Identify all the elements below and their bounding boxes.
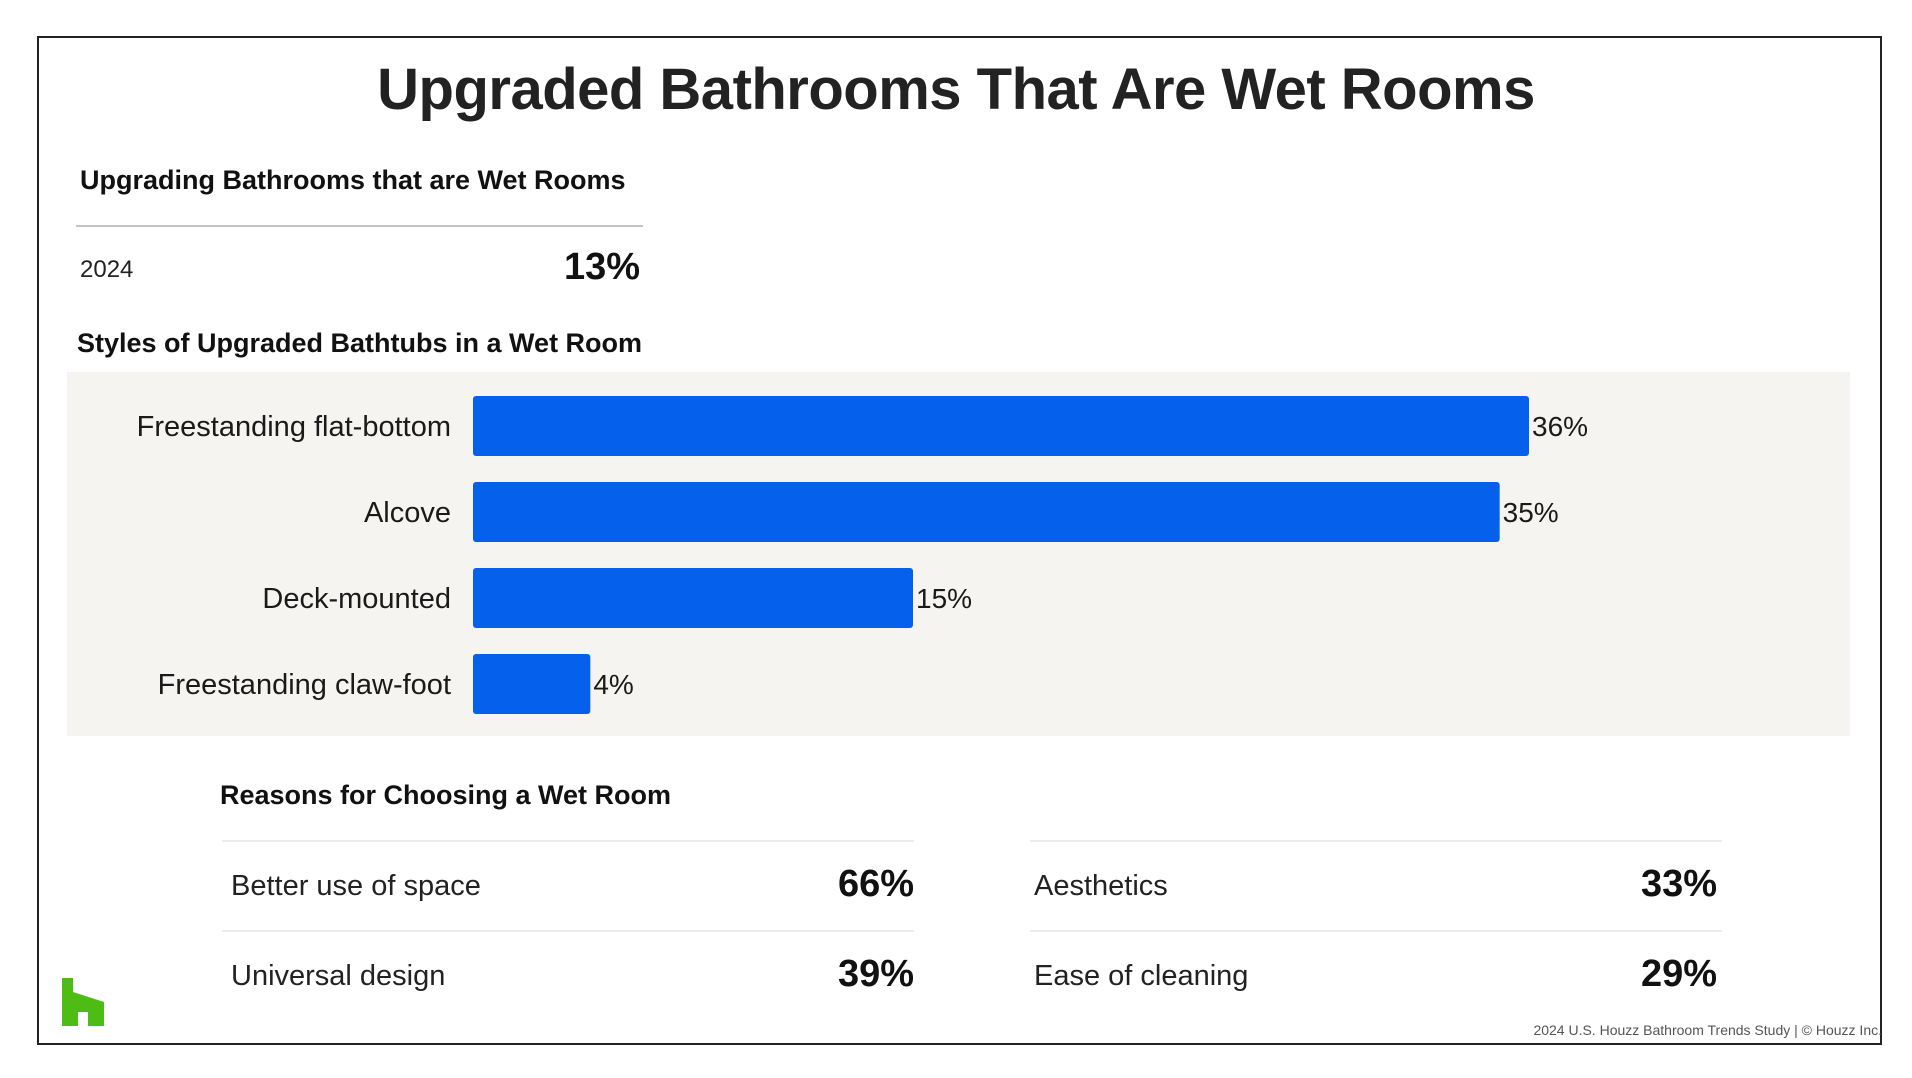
wet-rooms-divider — [76, 225, 643, 227]
bar — [473, 654, 591, 714]
data-label: 36% — [1532, 411, 1588, 442]
reasons-divider — [1030, 840, 1722, 842]
reason-value: 39% — [837, 953, 914, 995]
data-label: 35% — [1503, 497, 1559, 528]
category-label: Freestanding claw-foot — [158, 669, 451, 701]
wet-rooms-value: 13% — [563, 246, 640, 288]
reasons-divider — [222, 930, 914, 932]
category-label: Deck-mounted — [262, 583, 451, 615]
bar — [473, 568, 913, 628]
bar — [473, 482, 1500, 542]
footer-credit: 2024 U.S. Houzz Bathroom Trends Study | … — [1533, 1022, 1882, 1038]
bar — [473, 396, 1529, 456]
reason-value: 66% — [837, 863, 914, 905]
data-label: 15% — [916, 583, 972, 614]
data-label: 4% — [593, 669, 633, 700]
chart-frame — [37, 36, 1882, 1045]
reason-label: Ease of cleaning — [1034, 960, 1249, 992]
wet-rooms-year: 2024 — [80, 256, 134, 283]
reason-label: Aesthetics — [1034, 870, 1168, 902]
category-label: Alcove — [364, 497, 451, 529]
houzz-logo-icon — [62, 978, 104, 1026]
chart-title: Styles of Upgraded Bathtubs in a Wet Roo… — [77, 328, 643, 358]
bathtub-styles-chart: Freestanding flat-bottom 36% Alcove 35% Deck… — [137, 396, 1588, 714]
reason-value: 33% — [1640, 863, 1717, 905]
reasons-divider — [1030, 930, 1722, 932]
reason-value: 29% — [1640, 953, 1717, 995]
category-label: Freestanding flat-bottom — [137, 411, 451, 443]
wet-rooms-heading: Upgrading Bathrooms that are Wet Rooms — [80, 165, 626, 195]
reason-label: Better use of space — [231, 870, 481, 902]
reasons-heading: Reasons for Choosing a Wet Room — [220, 780, 672, 810]
reason-label: Universal design — [231, 960, 446, 992]
reasons-divider — [222, 840, 914, 842]
page-title: Upgraded Bathrooms That Are Wet Rooms — [377, 57, 1535, 122]
